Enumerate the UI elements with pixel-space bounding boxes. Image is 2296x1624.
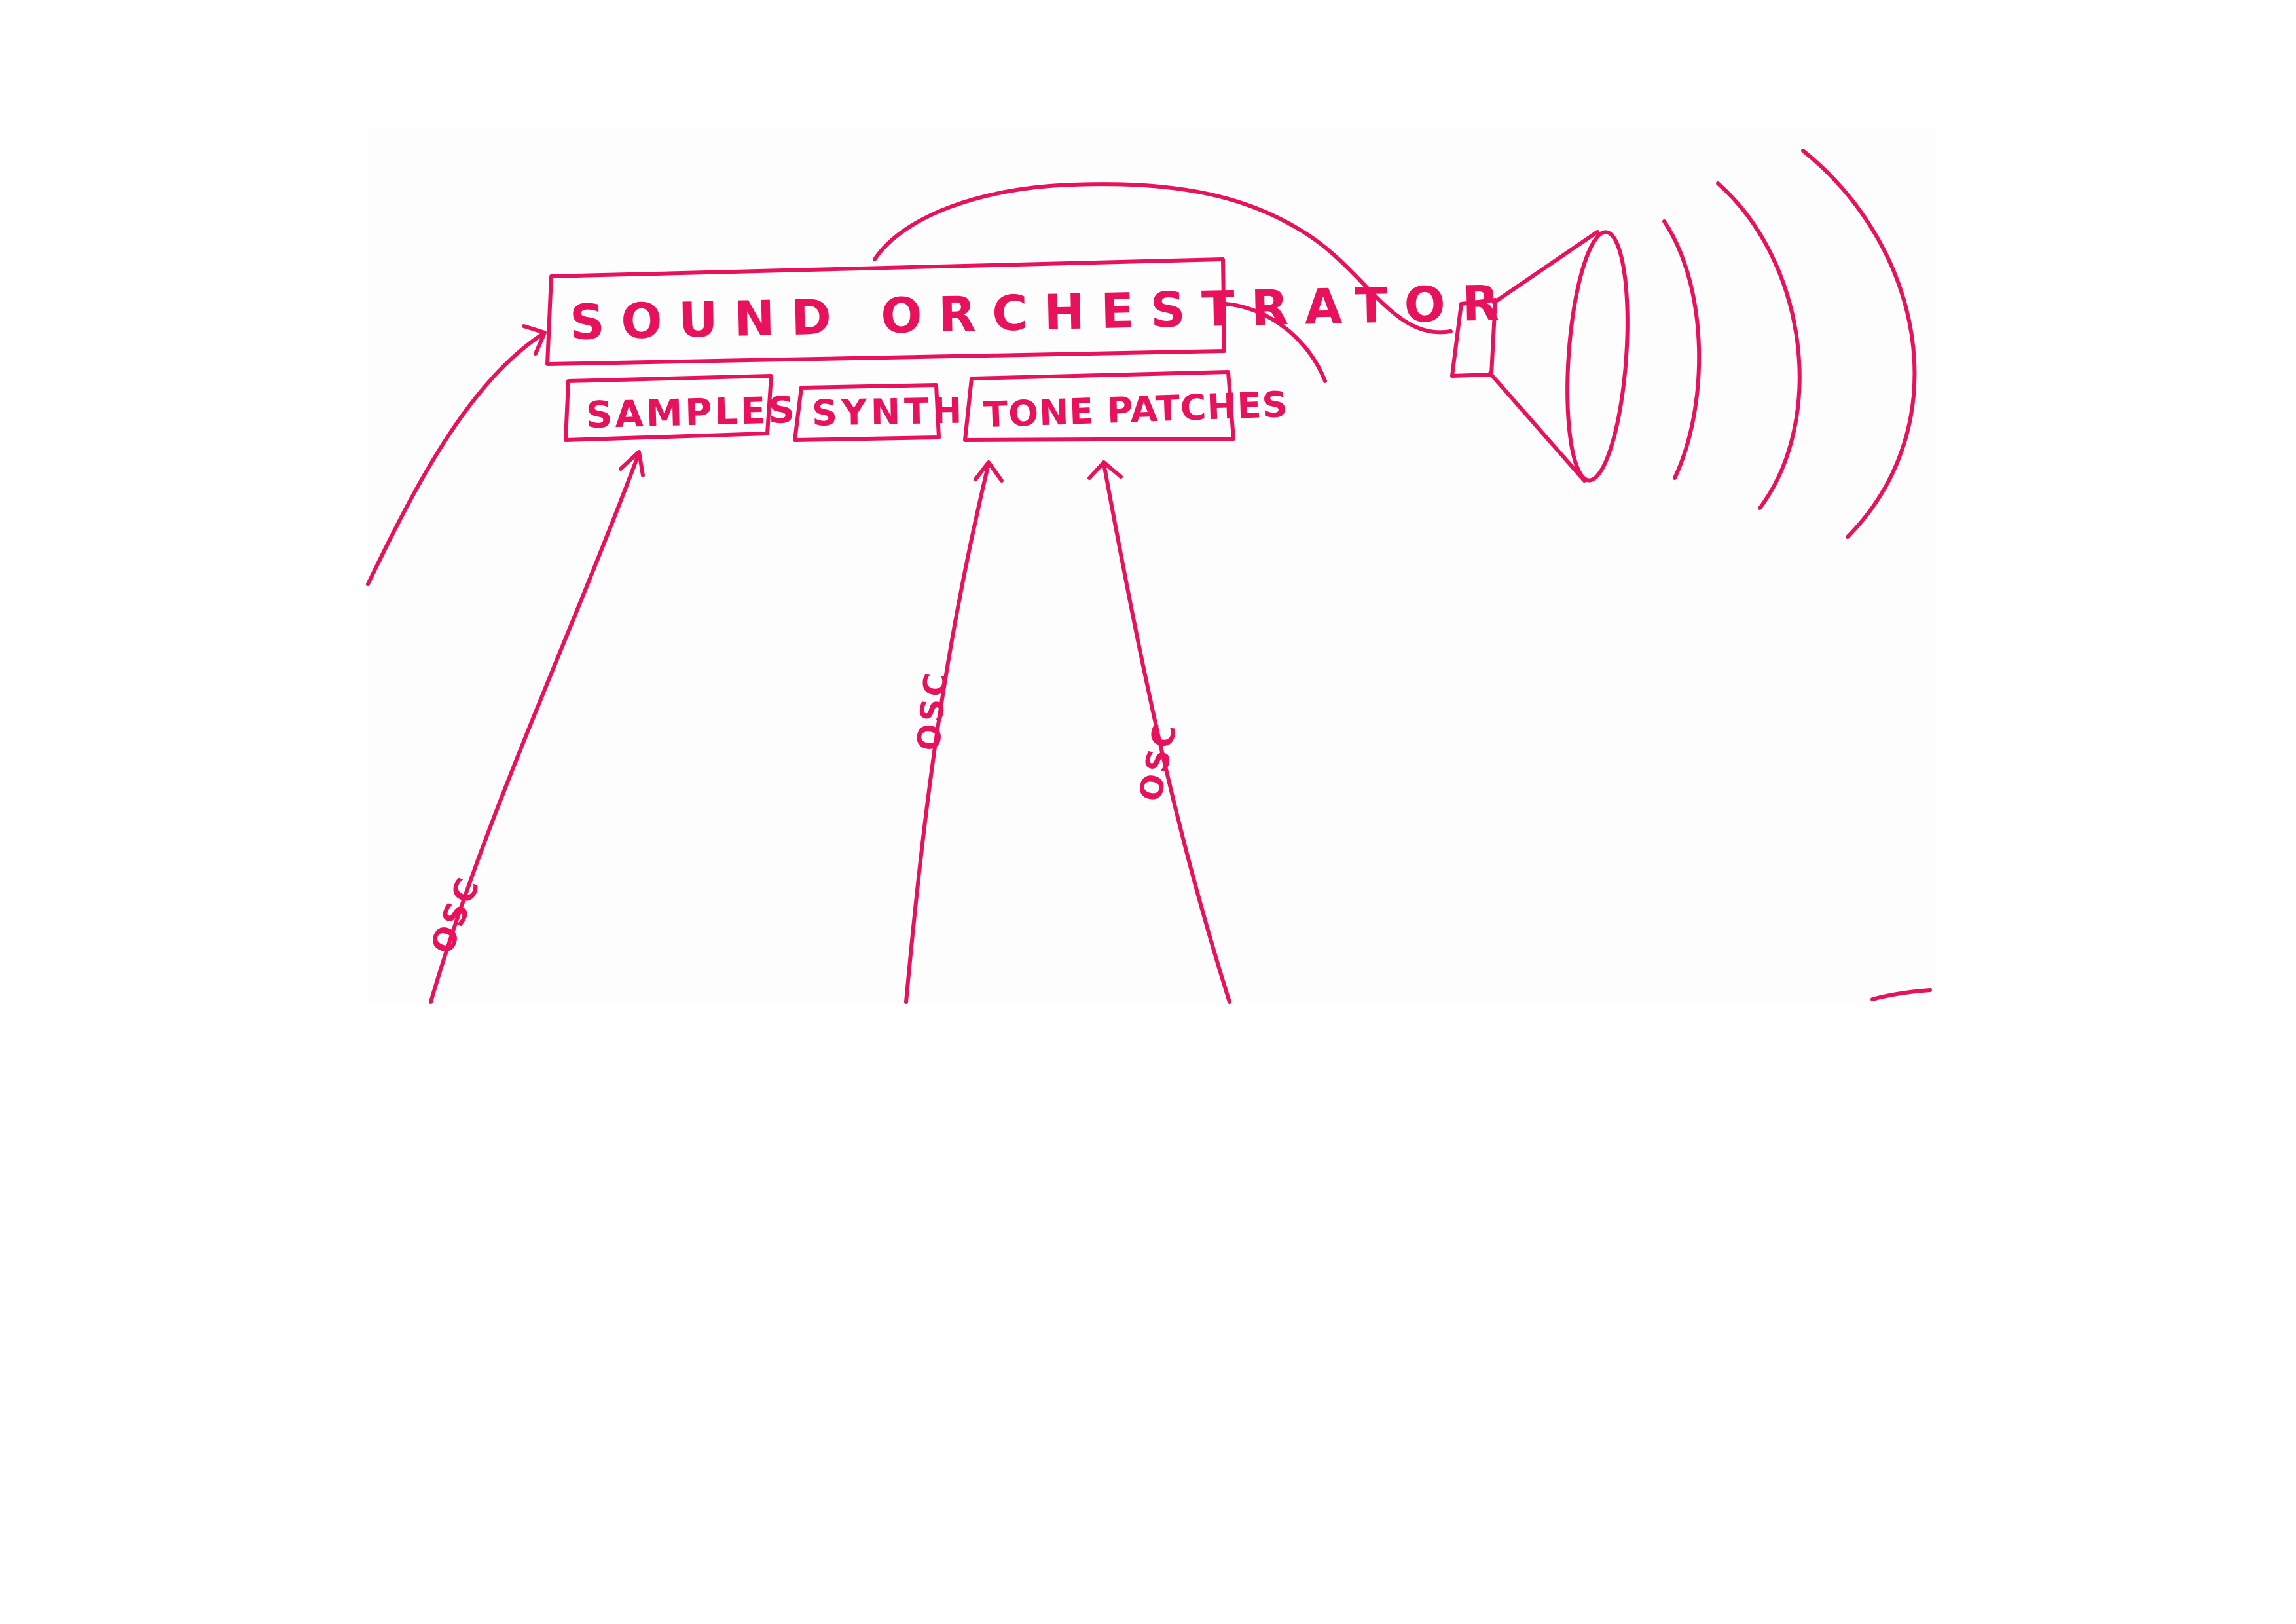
osc-arrow-samples: OSC [424, 450, 645, 1004]
sound-orchestrator-box: SOUND ORCHESTRATOR [545, 257, 1516, 366]
tone-patches-label: TONE PATCHES [983, 384, 1288, 435]
synth-label: SYNTH [811, 390, 966, 434]
osc-label-samples: OSC [424, 871, 488, 959]
samples-box: SAMPLES [564, 374, 798, 442]
synth-box: SYNTH [793, 383, 966, 442]
samples-label: SAMPLES [585, 389, 797, 437]
sound-orchestrator-label: SOUND ORCHESTRATOR [569, 275, 1516, 351]
osc-label-tone-patches-left: OSC [910, 669, 955, 752]
sound-waves-icon [1662, 149, 1917, 539]
incoming-arrow-main [366, 324, 547, 586]
osc-arrow-tone-patches-left: OSC [904, 460, 1004, 1004]
tone-patches-box: TONE PATCHES [963, 370, 1288, 442]
osc-arrow-tone-patches-right: OSC [1087, 460, 1231, 1004]
stray-mark [1870, 988, 1932, 1001]
speaker-icon [1450, 230, 1630, 483]
osc-label-tone-patches-right: OSC [1132, 718, 1184, 805]
speaker-cable [873, 182, 1453, 383]
